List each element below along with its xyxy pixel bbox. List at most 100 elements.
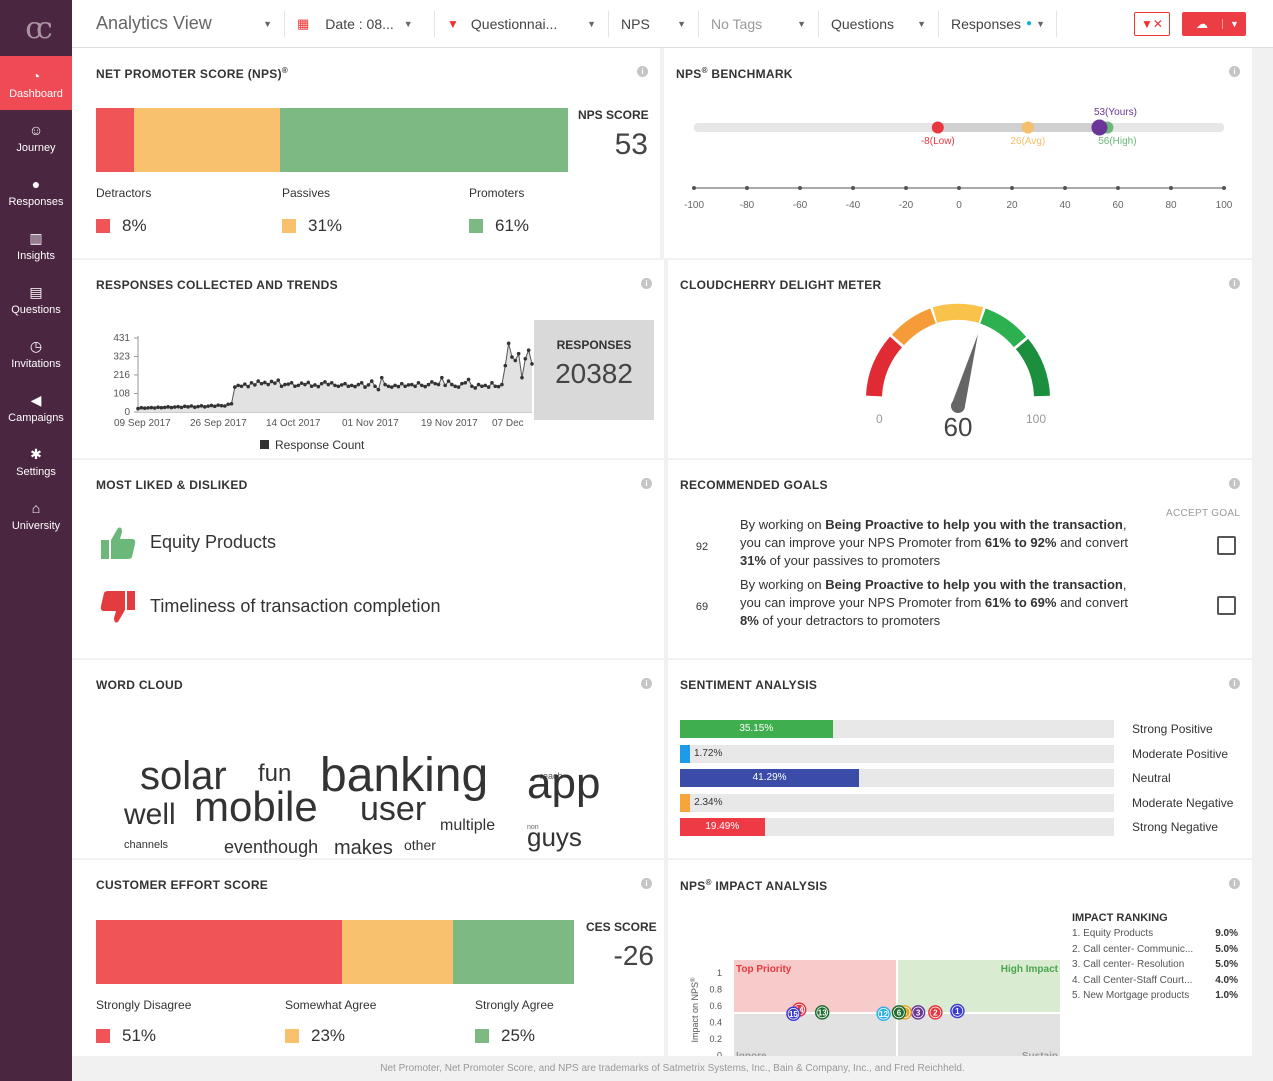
benchmark-tick-label: 0 <box>956 200 962 211</box>
info-icon[interactable]: i <box>1229 878 1240 889</box>
word-cloud-word[interactable]: guys <box>527 822 582 852</box>
benchmark-low-label: -8(Low) <box>921 136 955 147</box>
trend-y-tick-label: 323 <box>113 352 130 363</box>
sidebar-item-invitations[interactable]: ◷ Invitations <box>0 326 72 380</box>
questionnaire-filter[interactable]: ▼ Questionnai... ▼ <box>435 10 609 37</box>
sentiment-label: Strong Positive <box>1132 722 1213 736</box>
sidebar-item-questions[interactable]: ▤ Questions <box>0 272 72 326</box>
trend-point <box>433 381 437 386</box>
questions-filter[interactable]: Questions ▼ <box>819 10 939 37</box>
word-cloud-word[interactable]: well <box>124 798 176 831</box>
info-icon[interactable]: i <box>1229 278 1240 289</box>
impact-point: 15 <box>786 1006 801 1022</box>
trend-point <box>276 378 281 383</box>
word-cloud-word[interactable]: banking <box>320 749 489 802</box>
sidebar-item-journey[interactable]: ☺ Journey <box>0 110 72 164</box>
quadrant-sustain <box>898 1014 1060 1056</box>
trend-area <box>138 343 532 412</box>
ces-segment <box>342 920 454 984</box>
ces-a-label: Strongly Disagree <box>96 998 192 1012</box>
app-logo[interactable]: cc <box>25 10 53 46</box>
download-button[interactable]: ☁ ▼ <box>1182 11 1246 36</box>
word-cloud-word[interactable]: solar <box>140 754 227 798</box>
info-icon[interactable]: i <box>1229 66 1240 77</box>
sentiment-bar-track: 2.34% <box>680 793 1114 812</box>
tags-filter[interactable]: No Tags ▼ <box>699 10 819 37</box>
impact-ranking-value: 1.0% <box>1215 990 1238 1001</box>
sentiment-card: SENTIMENT ANALYSIS i 35.15% Strong Positi… <box>668 660 1252 858</box>
delight-card: CLOUDCHERRY DELIGHT METER i 0 100 60 <box>668 260 1252 458</box>
goal-text-part: , <box>1122 577 1127 592</box>
sidebar-item-university[interactable]: ⌂ University <box>0 488 72 542</box>
sidebar-item-campaigns[interactable]: ◀ Campaigns <box>0 380 72 434</box>
word-cloud-word[interactable]: user <box>360 790 427 828</box>
sidebar-item-insights[interactable]: ▥ Insights <box>0 218 72 272</box>
word-cloud-word[interactable]: multiple <box>440 817 496 834</box>
goal-text-part: , <box>1122 517 1127 532</box>
clear-filter-button[interactable]: ▼✕ <box>1134 11 1170 36</box>
accept-goal-checkbox[interactable] <box>1217 596 1236 615</box>
goal-text-part: of your passives to promoters <box>766 553 941 568</box>
info-icon[interactable]: i <box>1229 678 1240 689</box>
impact-y-tick-label: 1 <box>717 968 722 978</box>
ces-b-label: Somewhat Agree <box>285 998 377 1012</box>
trend-point <box>413 384 417 389</box>
liked-title: MOST LIKED & DISLIKED <box>96 478 248 492</box>
sentiment-bar-fill: 19.49% <box>680 818 765 836</box>
benchmark-title: NPS® BENCHMARK <box>676 66 793 81</box>
detractors-pct-text: 8% <box>122 216 147 235</box>
nps-stacked-bar <box>96 108 568 172</box>
sidebar-item-dashboard[interactable]: ◔ Dashboard <box>0 56 72 110</box>
trend-point <box>303 382 307 387</box>
trend-point <box>430 380 434 384</box>
impact-point-label: 6 <box>897 1008 902 1017</box>
date-filter-label: Date : 08... <box>325 15 394 32</box>
sidebar-item-settings[interactable]: ✱ Settings <box>0 434 72 488</box>
trend-point <box>239 384 244 389</box>
sentiment-label: Moderate Positive <box>1132 746 1229 761</box>
gear-icon: ✱ <box>30 445 42 462</box>
impact-title: NPS® IMPACT ANALYSIS <box>680 878 827 893</box>
benchmark-tick <box>798 186 802 190</box>
goal-text-part: 31% <box>740 553 767 568</box>
word-cloud-word[interactable]: non <box>527 824 539 831</box>
trend-point <box>496 384 501 389</box>
delight-gauge <box>866 303 1050 413</box>
word-cloud-word[interactable]: app <box>527 759 601 808</box>
ces-c-pct-text: 25% <box>501 1026 536 1045</box>
ces-a-swatch <box>96 1029 110 1043</box>
trend-point <box>440 375 444 380</box>
word-cloud-word[interactable]: fun <box>258 760 292 787</box>
info-icon[interactable]: i <box>637 66 648 77</box>
liked-card: MOST LIKED & DISLIKED i Equity Products … <box>72 460 664 658</box>
date-filter[interactable]: ▦ Date : 08... ▼ <box>285 10 435 37</box>
sidebar-item-responses[interactable]: ● Responses <box>0 164 72 218</box>
goal-text-part: and convert <box>1056 595 1129 610</box>
nps-filter[interactable]: NPS ▼ <box>609 10 699 37</box>
info-icon[interactable]: i <box>641 278 652 289</box>
word-cloud-word[interactable]: other <box>404 837 436 853</box>
responses-filter[interactable]: Responses ● ▼ <box>939 10 1057 37</box>
word-cloud-word[interactable]: reach <box>540 771 563 781</box>
chevron-down-icon: ▼ <box>1036 18 1046 29</box>
trend-point <box>296 383 301 388</box>
benchmark-tick <box>745 186 749 190</box>
impact-point-fill <box>952 1006 963 1016</box>
ces-stacked-bar <box>96 920 574 984</box>
word-cloud-word[interactable]: mobile <box>194 783 318 830</box>
trend-point <box>356 382 361 387</box>
quadrant-top-priority <box>734 960 896 1012</box>
trademark-footer: Net Promoter, Net Promoter Score, and NP… <box>380 1063 965 1074</box>
word-cloud-word[interactable]: eventhough <box>224 837 319 857</box>
info-icon[interactable]: i <box>641 478 652 489</box>
word-cloud-word[interactable]: channels <box>124 839 169 851</box>
trend-point <box>196 404 200 409</box>
sentiment-label: Strong Negative <box>1132 820 1219 834</box>
view-selector[interactable]: Analytics View ▼ <box>72 10 285 37</box>
info-icon[interactable]: i <box>1229 478 1240 489</box>
accept-goal-checkbox[interactable] <box>1217 536 1236 555</box>
word-cloud-word[interactable]: makes <box>334 837 393 859</box>
impact-ranking-item: 4. Call Center-Staff Court... 4.0% <box>1072 975 1238 986</box>
info-icon[interactable]: i <box>641 878 652 889</box>
info-icon[interactable]: i <box>641 678 652 689</box>
